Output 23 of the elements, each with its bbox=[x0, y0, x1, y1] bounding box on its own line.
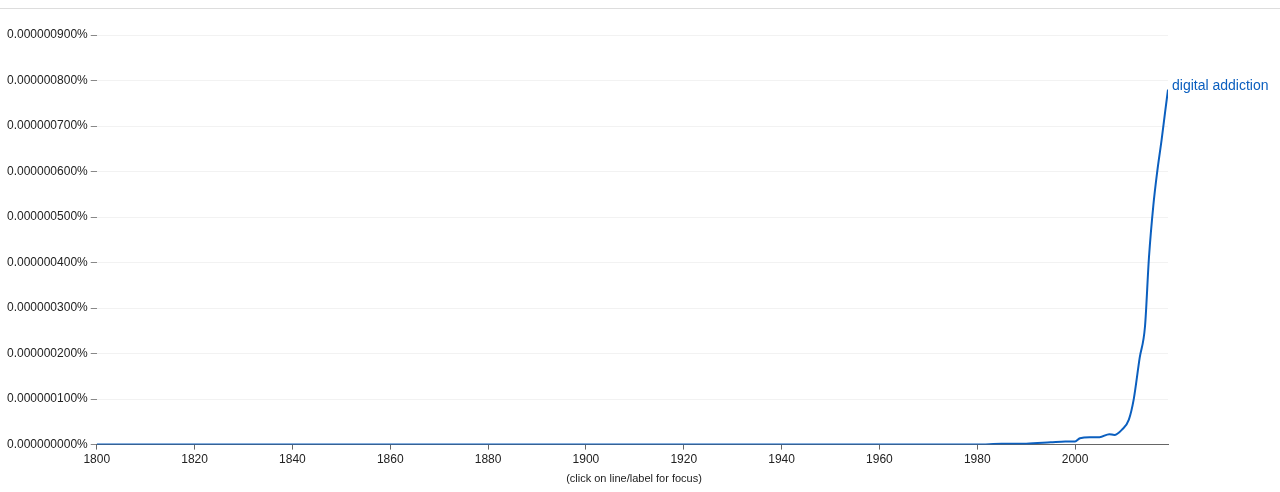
y-tick-label: 0.000000100% bbox=[6, 391, 89, 406]
x-tick-label: 1860 bbox=[376, 452, 404, 467]
x-tick-label: 1820 bbox=[181, 452, 209, 467]
y-tick-label: 0.000000500% bbox=[6, 209, 89, 224]
x-tick-label: 1840 bbox=[279, 452, 307, 467]
text: (click on line/label for focus) bbox=[565, 472, 703, 484]
x-tick-label: 1880 bbox=[474, 452, 502, 467]
y-tick-label: 0.000000900% bbox=[6, 27, 89, 42]
series-label: digital addiction bbox=[1172, 77, 1269, 94]
y-tick-label: 0.000000000% bbox=[6, 436, 89, 451]
y-tick-label: 0.000000800% bbox=[6, 72, 89, 87]
y-tick-label: 0.000000700% bbox=[6, 118, 89, 133]
x-tick-label: 1800 bbox=[83, 452, 111, 467]
x-tick-label: 2000 bbox=[1061, 452, 1089, 467]
x-tick-label: 1900 bbox=[572, 452, 600, 467]
y-tick-label: 0.000000200% bbox=[6, 345, 89, 360]
x-tick-label: 1980 bbox=[963, 452, 991, 467]
y-tick-label: 0.000000600% bbox=[6, 163, 89, 178]
x-tick-label: 1940 bbox=[768, 452, 796, 467]
x-tick-label: 1920 bbox=[670, 452, 698, 467]
y-tick-label: 0.000000300% bbox=[6, 300, 89, 315]
y-tick-label: 0.000000400% bbox=[6, 254, 89, 269]
x-tick-label: 1960 bbox=[866, 452, 894, 467]
